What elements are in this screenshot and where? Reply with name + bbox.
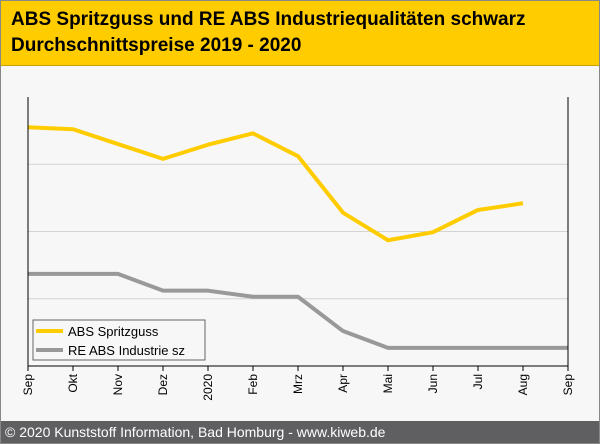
x-tick-label: Dez bbox=[156, 374, 170, 395]
x-tick-label: Mai bbox=[381, 374, 395, 393]
legend bbox=[32, 319, 206, 361]
legend-label: RE ABS Industrie sz bbox=[68, 343, 185, 358]
legend-label: ABS Spritzguss bbox=[68, 324, 159, 339]
x-tick-label: Aug bbox=[516, 374, 530, 395]
x-tick-label: Nov bbox=[111, 374, 125, 395]
x-tick-label: Jul bbox=[471, 374, 485, 389]
footer-copyright: © 2020 Kunststoff Information, Bad Hombu… bbox=[1, 421, 599, 443]
x-tick-label: Jun bbox=[426, 374, 440, 393]
x-tick-label: Apr bbox=[336, 374, 350, 393]
x-tick-label: Mrz bbox=[291, 374, 305, 394]
x-tick-label: Sep bbox=[21, 374, 35, 396]
series-line-abs-spritzguss bbox=[27, 125, 524, 243]
x-tick-label: 2020 bbox=[201, 374, 215, 401]
x-tick-label: Sep bbox=[561, 374, 575, 396]
chart-title: ABS Spritzguss und RE ABS Industriequali… bbox=[11, 9, 526, 30]
series-line-re-abs bbox=[28, 271, 568, 350]
x-tick-label: Okt bbox=[66, 373, 80, 392]
chart-subtitle: Durchschnittspreise 2019 - 2020 bbox=[11, 35, 302, 56]
header: ABS Spritzguss und RE ABS Industriequali… bbox=[1, 1, 599, 66]
x-tick-label: Feb bbox=[246, 374, 260, 395]
